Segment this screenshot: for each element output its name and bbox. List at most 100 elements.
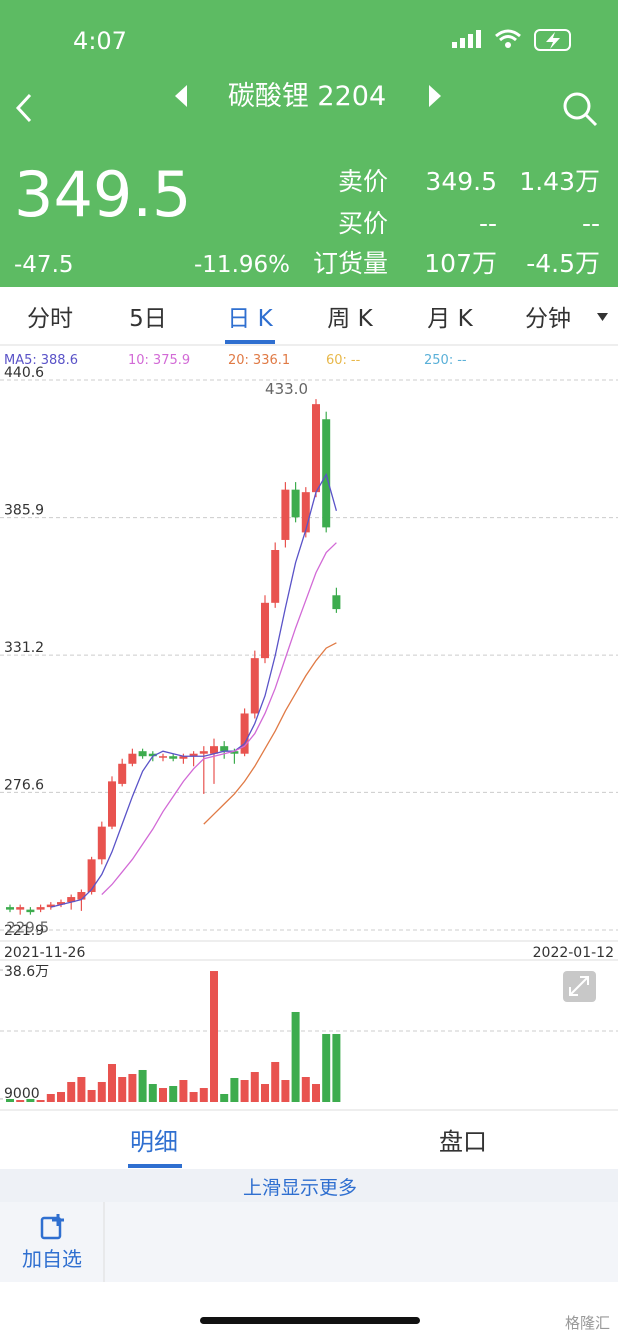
quote-label: 订货量 [313,249,388,278]
candle-body [250,658,259,714]
candle-body [169,756,178,759]
candle-body [179,756,188,759]
candle-body [332,595,341,610]
candle-body [240,713,249,754]
candle-body [148,753,157,757]
legend-value: -- [351,353,361,368]
title: 碳酸锂 2204 [228,81,386,112]
volume-bar [77,1077,86,1102]
candle-body [26,909,35,913]
candle-body [199,751,208,754]
search-button[interactable] [563,92,598,127]
period-tab[interactable]: 周 K [327,306,373,332]
volume-bar [118,1077,127,1102]
detail-tab[interactable]: 明细 [130,1128,178,1156]
charging [546,32,560,49]
volume-bar [128,1073,137,1102]
volume-bar [291,1011,300,1102]
candle-body [97,826,106,860]
volume-bar [322,1034,331,1102]
legend-value: 375.9 [153,353,190,368]
volume-bar [108,1064,116,1102]
period-tab[interactable]: 日 K [227,306,273,332]
ma-line [101,542,337,896]
candle-body [220,746,229,752]
back-button[interactable] [15,93,32,123]
expand-button[interactable] [563,971,596,1002]
quote-value: 1.43万 [519,167,600,196]
candle-body [16,907,25,910]
end-date: 2022-01-12 [533,945,614,961]
depth-tab[interactable]: 盘口 [439,1128,487,1156]
legend-name: 60: [326,353,347,368]
candle-body [261,602,269,659]
candle-body [87,859,96,893]
add-watchlist[interactable]: 加自选 [22,1247,82,1271]
volume-bar [46,1093,55,1102]
more-strip [0,1169,618,1202]
prev-button[interactable] [175,85,187,107]
y-tick-label: 385.9 [4,503,44,519]
header-bg [0,0,618,287]
quote-value: -- [479,209,497,238]
volume-bar [97,1081,106,1102]
legend-name: MA5: [4,353,37,368]
battery [534,29,571,51]
period-tab[interactable]: 月 K [427,306,473,332]
legend-entry: 250: -- [424,353,467,368]
legend-value: 388.6 [41,353,78,368]
candle-body [138,751,147,757]
time: 4:07 [73,27,127,55]
wifi-icon [495,29,521,42]
volume-bar [199,1088,208,1102]
quote-value: -- [582,209,600,238]
volume-bar [36,1100,45,1102]
y-tick-label: 276.6 [4,777,44,793]
dropdown[interactable] [597,313,608,321]
legend-name: 250: [424,353,453,368]
y-tick-label: 221.9 [4,923,44,939]
volume-bar [189,1092,198,1102]
candle-body [118,763,127,784]
watermark: 格隆汇 [565,1314,610,1332]
candle-body [291,489,300,518]
candle-body [210,746,218,754]
home-indicator [200,1317,420,1324]
volume-bar [16,1100,25,1102]
quote-value: 349.5 [425,167,497,196]
wifi-dot [505,42,511,48]
tab-underline [225,340,275,344]
candle-body [128,753,137,764]
volume-bar [159,1088,167,1102]
quote-value: 107万 [424,249,497,278]
candle-body [271,550,280,603]
ma-line [50,472,338,908]
quote-label: 买价 [338,209,388,238]
volume-bar [271,1061,280,1102]
tab-bar [0,287,618,345]
y-tick-label: 331.2 [4,640,44,656]
candle-body [230,751,239,754]
volume-bar [26,1098,35,1102]
volume-bar [312,1084,320,1102]
legend-name: 10: [128,353,149,368]
period-tab[interactable]: 分钟 [525,306,571,332]
max-label: 433.0 [265,380,308,398]
volume-bar [169,1085,178,1102]
start-date: 2021-11-26 [4,945,85,961]
candle-body [108,781,116,827]
volume-bar [281,1080,290,1102]
next-button[interactable] [429,85,441,107]
volume-bar [67,1081,76,1102]
more-hint[interactable]: 上滑显示更多 [243,1177,357,1199]
signal-icon [452,30,481,48]
period-tab[interactable]: 5日 [129,306,167,332]
y-tick-label: 9000 [4,1086,40,1102]
y-tick-label: 38.6万 [4,964,49,980]
volume-bar [210,971,218,1102]
legend-value: -- [457,353,467,368]
candle-body [189,753,198,757]
volume-bar [57,1092,65,1102]
period-tab[interactable]: 分时 [27,306,73,332]
